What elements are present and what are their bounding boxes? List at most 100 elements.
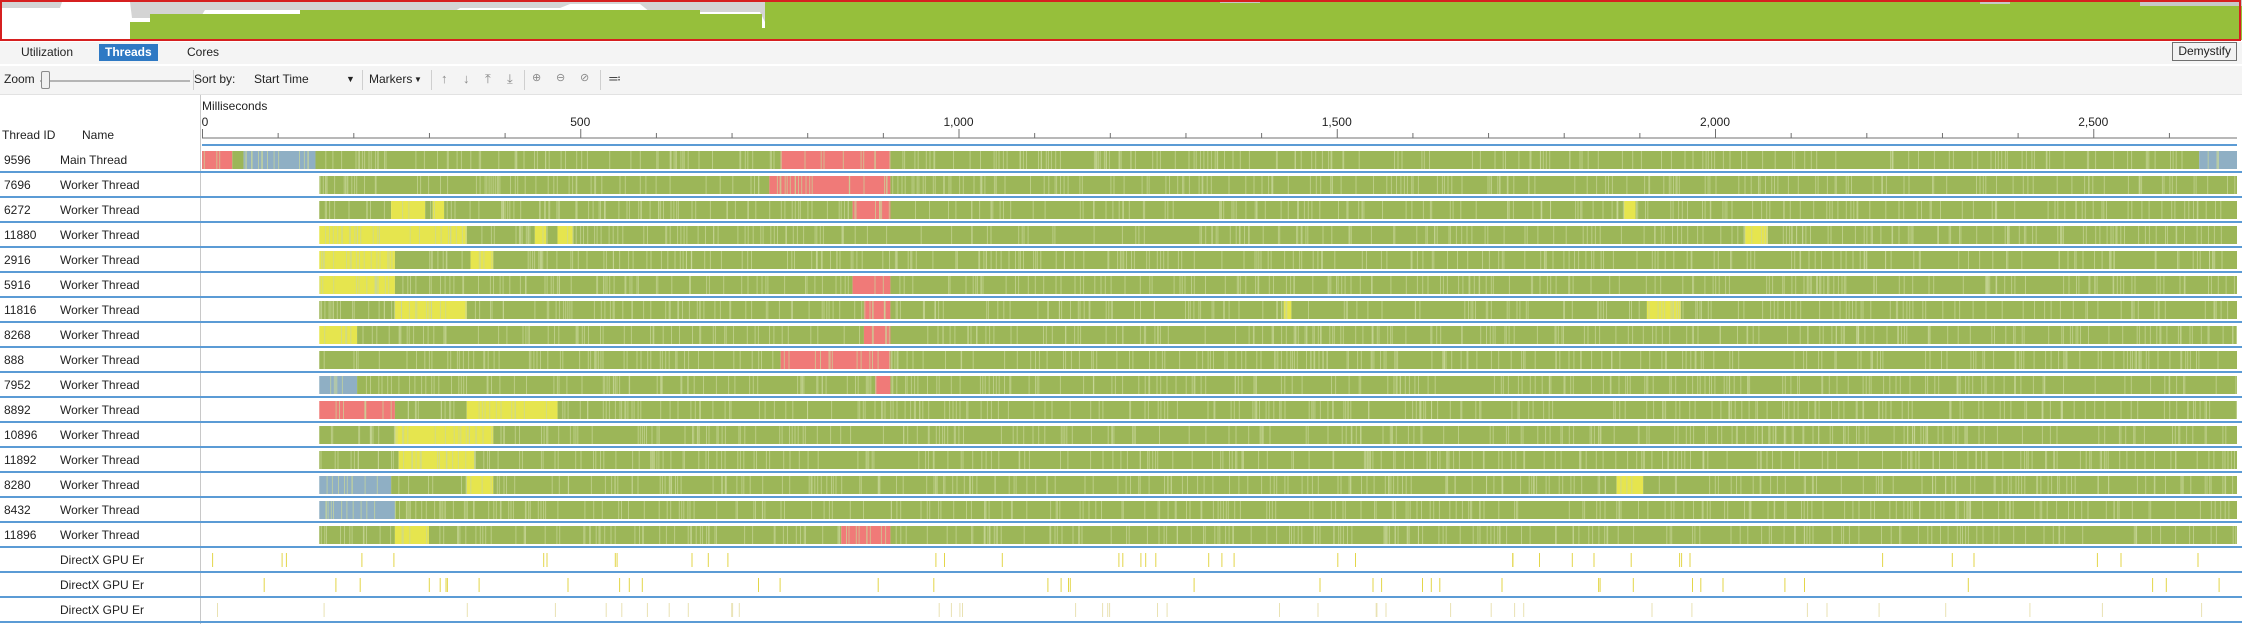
thread-segment-texture: [798, 201, 800, 219]
thread-timeline[interactable]: [202, 501, 2237, 519]
thread-row[interactable]: 8268 Worker Thread: [0, 323, 2242, 348]
thread-segment-texture: [1668, 176, 1670, 194]
thread-row[interactable]: DirectX GPU Er: [0, 548, 2242, 573]
thread-segment-texture: [1633, 526, 1635, 544]
thread-segment-texture: [529, 226, 531, 244]
thread-row[interactable]: 10896 Worker Thread: [0, 423, 2242, 448]
thread-row[interactable]: 7952 Worker Thread: [0, 373, 2242, 398]
thread-row[interactable]: DirectX GPU Er: [0, 573, 2242, 598]
thread-timeline[interactable]: [202, 351, 2237, 369]
thread-segment-texture: [753, 501, 755, 519]
thread-segment-texture: [1382, 201, 1383, 219]
thread-row[interactable]: 6272 Worker Thread: [0, 198, 2242, 223]
thread-segment-texture: [1280, 351, 1282, 369]
name-column-header[interactable]: Name: [82, 128, 115, 142]
thread-segment-texture: [1141, 176, 1143, 194]
zoom-slider-thumb[interactable]: [41, 71, 50, 89]
zoom-out-icon[interactable]: ⊖: [556, 72, 566, 84]
thread-id-column-header[interactable]: Thread ID: [2, 128, 56, 142]
thread-row[interactable]: 888 Worker Thread: [0, 348, 2242, 373]
thread-row[interactable]: 8280 Worker Thread: [0, 473, 2242, 498]
thread-timeline[interactable]: [202, 151, 2237, 169]
utilization-overview[interactable]: [0, 0, 2242, 42]
thread-row[interactable]: 7696 Worker Thread: [0, 173, 2242, 198]
thread-row[interactable]: 8432 Worker Thread: [0, 498, 2242, 523]
thread-segment-texture: [884, 176, 885, 194]
thread-timeline[interactable]: [202, 576, 2237, 594]
thread-segment-texture: [614, 401, 616, 419]
thread-segment-texture: [1060, 276, 1062, 294]
thread-timeline[interactable]: [202, 301, 2237, 319]
thread-timeline[interactable]: [202, 176, 2237, 194]
thread-segment-texture: [478, 151, 480, 169]
move-up-icon[interactable]: ↑: [441, 71, 448, 86]
thread-segment-texture: [2181, 351, 2183, 369]
column-separator[interactable]: [200, 95, 201, 624]
thread-segment-texture: [1071, 426, 1073, 444]
thread-timeline[interactable]: [202, 201, 2237, 219]
thread-segment-texture: [1774, 176, 1775, 194]
thread-segment-texture: [1485, 301, 1487, 319]
toolbar-separator: [524, 70, 525, 90]
thread-segment-texture: [557, 451, 559, 469]
thread-segment-texture: [1731, 251, 1733, 269]
thread-segment-texture: [1692, 276, 1693, 294]
tab-threads[interactable]: Threads: [99, 44, 158, 61]
thread-segment-texture: [598, 201, 600, 219]
thread-segment-texture: [1932, 451, 1934, 469]
zoom-in-icon[interactable]: ⊕: [532, 72, 542, 84]
thread-segment-texture: [434, 501, 436, 519]
thread-row[interactable]: 11896 Worker Thread: [0, 523, 2242, 548]
thread-segment-texture: [1590, 376, 1592, 394]
thread-timeline[interactable]: [202, 476, 2237, 494]
thread-row[interactable]: 2916 Worker Thread: [0, 248, 2242, 273]
thread-row[interactable]: DirectX GPU Er: [0, 598, 2242, 623]
thread-row[interactable]: 11816 Worker Thread: [0, 298, 2242, 323]
markers-menu[interactable]: Markers: [369, 72, 413, 86]
demystify-button[interactable]: Demystify: [2172, 42, 2237, 61]
thread-segment-texture: [450, 351, 452, 369]
thread-segment-texture: [330, 376, 332, 394]
thread-timeline[interactable]: [202, 526, 2237, 544]
thread-timeline[interactable]: [202, 551, 2237, 569]
thread-segment-texture: [1408, 376, 1410, 394]
move-bottom-icon[interactable]: ⤓: [507, 71, 513, 86]
thread-timeline[interactable]: [202, 276, 2237, 294]
thread-row[interactable]: 8892 Worker Thread: [0, 398, 2242, 423]
thread-segment-texture: [377, 276, 379, 294]
move-down-icon[interactable]: ↓: [463, 71, 470, 86]
thread-timeline[interactable]: [202, 426, 2237, 444]
thread-segment-texture: [1675, 176, 1677, 194]
thread-segment-texture: [363, 251, 365, 269]
thread-timeline[interactable]: [202, 401, 2237, 419]
thread-segment-texture: [1673, 501, 1675, 519]
thread-row[interactable]: 11892 Worker Thread: [0, 448, 2242, 473]
thread-timeline[interactable]: [202, 226, 2237, 244]
thread-row[interactable]: 11880 Worker Thread: [0, 223, 2242, 248]
thread-segment-texture: [1845, 176, 1847, 194]
thread-timeline[interactable]: [202, 601, 2237, 619]
thread-timeline[interactable]: [202, 376, 2237, 394]
thread-segment-texture: [866, 526, 868, 544]
thread-segment-texture: [1461, 401, 1463, 419]
chevron-down-icon[interactable]: ▼: [414, 75, 422, 84]
zoom-slider-track[interactable]: [40, 80, 190, 82]
thread-timeline[interactable]: [202, 326, 2237, 344]
chevron-down-icon[interactable]: ▼: [346, 74, 355, 84]
tab-cores[interactable]: Cores: [187, 45, 220, 59]
move-top-icon[interactable]: ⤒: [485, 71, 491, 86]
thread-segment-texture: [883, 301, 885, 319]
thread-row[interactable]: 9596 Main Thread: [0, 148, 2242, 173]
tab-utilization[interactable]: Utilization: [21, 45, 74, 59]
thread-segment-texture: [1113, 426, 1115, 444]
zoom-reset-icon[interactable]: ⊘: [580, 72, 590, 84]
sort-select[interactable]: Start Time: [254, 72, 309, 86]
thread-timeline[interactable]: [202, 451, 2237, 469]
thread-timeline[interactable]: [202, 251, 2237, 269]
thread-row[interactable]: 5916 Worker Thread: [0, 273, 2242, 298]
export-icon[interactable]: ≕: [608, 71, 621, 86]
thread-segment-texture: [2074, 501, 2075, 519]
thread-segment-texture: [1043, 176, 1045, 194]
thread-segment-texture: [1259, 426, 1261, 444]
thread-segment-texture: [1467, 351, 1469, 369]
